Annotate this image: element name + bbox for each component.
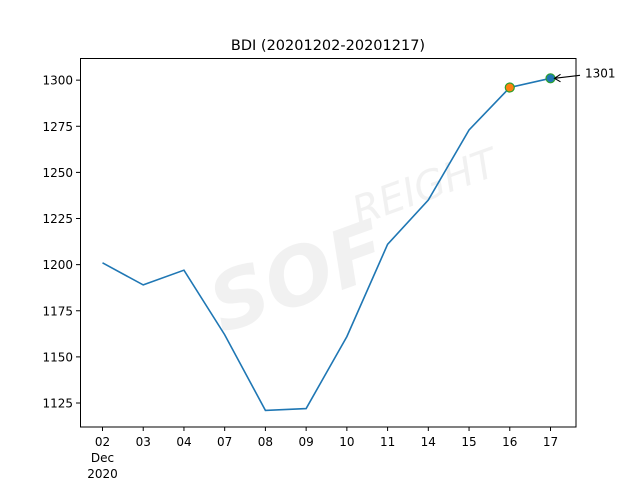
x-tick-label: 14: [421, 435, 436, 449]
x-tick-label: 07: [217, 435, 232, 449]
svg-text:REIGHT: REIGHT: [346, 139, 506, 235]
x-tick-label: 15: [461, 435, 476, 449]
x-tick-label: 16: [502, 435, 517, 449]
highlight-point: [504, 82, 515, 93]
y-tick-label: 1275: [42, 120, 73, 134]
y-axis: 1125 1150 1175 1200 1225 1250 1275 1300: [42, 74, 80, 411]
plot-frame: [80, 58, 577, 428]
x-tick-label: 11: [380, 435, 395, 449]
x-tick-label: 10: [339, 435, 354, 449]
x-tick-label: 09: [298, 435, 313, 449]
x-tick-label: 08: [258, 435, 273, 449]
x-tick-label: 02: [95, 435, 110, 449]
y-tick-label: 1150: [42, 350, 73, 364]
watermark: SOF REIGHT: [197, 139, 507, 351]
y-tick-label: 1200: [42, 258, 73, 272]
annotation: 1301: [553, 66, 616, 83]
y-tick-label: 1125: [42, 397, 73, 411]
x-tick-label: 03: [136, 435, 151, 449]
x-tick-label: 17: [543, 435, 558, 449]
x-tick-label: 04: [176, 435, 191, 449]
y-tick-label: 1250: [42, 166, 73, 180]
y-tick-label: 1300: [42, 74, 73, 88]
annotation-arrowhead: [553, 73, 561, 83]
highlight-points: [504, 73, 556, 93]
series-line: [102, 77, 551, 412]
x-sublabel: 2020: [87, 467, 118, 480]
y-tick-label: 1175: [42, 304, 73, 318]
x-sublabels: Dec 2020: [87, 451, 118, 481]
x-sublabel: Dec: [91, 451, 114, 465]
y-tick-label: 1225: [42, 212, 73, 226]
x-axis: 02 03 04 07 08 09 10 11 14 15 16 17: [95, 427, 558, 449]
annotation-label: 1301: [585, 66, 616, 80]
chart-title: BDI (20201202-20201217): [231, 38, 425, 54]
